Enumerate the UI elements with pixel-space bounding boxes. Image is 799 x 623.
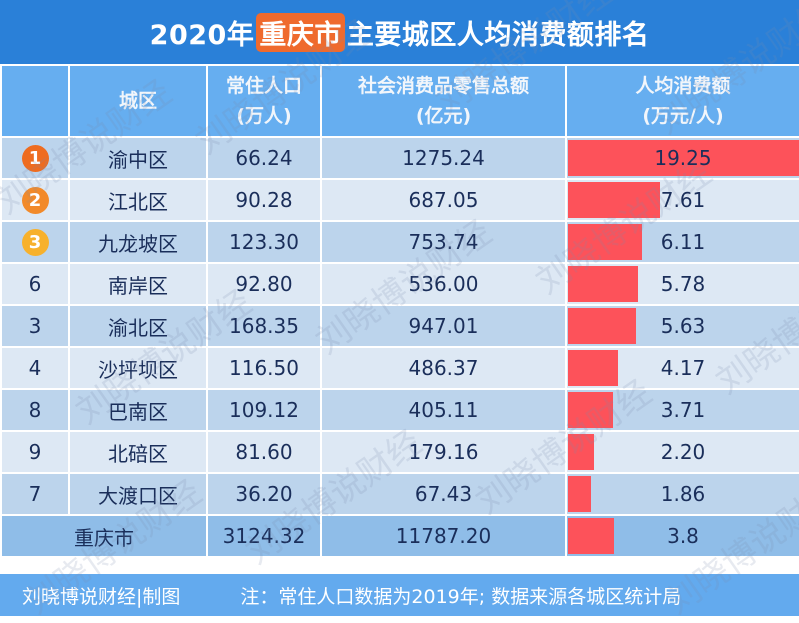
retail-cell: 179.16 xyxy=(320,430,567,474)
per-capita-cell: 2.20 xyxy=(565,430,799,474)
retail-cell: 1275.24 xyxy=(320,136,567,180)
per-capita-cell: 5.63 xyxy=(565,304,799,348)
footer-source: 刘晓博说财经|制图 xyxy=(22,585,181,608)
table-row: 4 沙坪坝区 116.50 486.37 4.17 xyxy=(0,346,799,390)
table-row: 1 渝中区 66.24 1275.24 19.25 xyxy=(0,136,799,180)
per-capita-cell: 1.86 xyxy=(565,472,799,516)
table-row: 8 巴南区 109.12 405.11 3.71 xyxy=(0,388,799,432)
retail-cell: 405.11 xyxy=(320,388,567,432)
retail-cell: 536.00 xyxy=(320,262,567,306)
per-capita-bar xyxy=(568,224,642,260)
district-cell: 渝中区 xyxy=(68,136,208,180)
rank-cell: 2 xyxy=(0,178,70,222)
rank-cell: 1 xyxy=(0,136,70,180)
district-cell: 九龙坡区 xyxy=(68,220,208,264)
table-row: 6 南岸区 92.80 536.00 5.78 xyxy=(0,262,799,306)
table-row: 9 北碚区 81.60 179.16 2.20 xyxy=(0,430,799,474)
footer: 刘晓博说财经|制图 注：常住人口数据为2019年; 数据来源各城区统计局 xyxy=(0,574,799,616)
title-highlight: 重庆市 xyxy=(256,12,345,52)
table-row: 2 江北区 90.28 687.05 7.61 xyxy=(0,178,799,222)
population-cell: 90.28 xyxy=(206,178,322,222)
total-district-cell: 重庆市 xyxy=(0,514,208,558)
per-capita-bar xyxy=(568,518,614,554)
population-cell: 92.80 xyxy=(206,262,322,306)
per-capita-cell: 4.17 xyxy=(565,346,799,390)
district-cell: 南岸区 xyxy=(68,262,208,306)
population-cell: 109.12 xyxy=(206,388,322,432)
header-row: 城区 常住人口 (万人) 社会消费品零售总额 (亿元) 人均消费额 (万元/人) xyxy=(0,64,799,138)
per-capita-bar xyxy=(568,182,660,218)
rank-cell: 3 xyxy=(0,304,70,348)
header-per-capita: 人均消费额 (万元/人) xyxy=(565,64,799,138)
population-cell: 66.24 xyxy=(206,136,322,180)
rank-cell: 7 xyxy=(0,472,70,516)
per-capita-cell: 5.78 xyxy=(565,262,799,306)
header-retail: 社会消费品零售总额 (亿元) xyxy=(320,64,567,138)
per-capita-bar xyxy=(568,140,799,176)
per-capita-bar xyxy=(568,392,613,428)
population-cell: 123.30 xyxy=(206,220,322,264)
population-cell: 168.35 xyxy=(206,304,322,348)
district-cell: 渝北区 xyxy=(68,304,208,348)
per-capita-cell: 6.11 xyxy=(565,220,799,264)
title-prefix: 2020年 xyxy=(149,19,255,51)
per-capita-cell: 19.25 xyxy=(565,136,799,180)
retail-cell: 687.05 xyxy=(320,178,567,222)
district-cell: 北碚区 xyxy=(68,430,208,474)
title-suffix: 主要城区人均消费额排名 xyxy=(346,19,650,51)
per-capita-bar xyxy=(568,266,638,302)
rank-badge-icon: 1 xyxy=(21,144,49,172)
rank-cell: 4 xyxy=(0,346,70,390)
rank-cell: 8 xyxy=(0,388,70,432)
total-retail-cell: 11787.20 xyxy=(320,514,567,558)
per-capita-bar xyxy=(568,434,595,470)
total-population-cell: 3124.32 xyxy=(206,514,322,558)
rank-cell: 3 xyxy=(0,220,70,264)
district-cell: 沙坪坝区 xyxy=(68,346,208,390)
retail-cell: 753.74 xyxy=(320,220,567,264)
retail-cell: 486.37 xyxy=(320,346,567,390)
population-cell: 36.20 xyxy=(206,472,322,516)
per-capita-cell: 3.71 xyxy=(565,388,799,432)
rank-badge-icon: 2 xyxy=(21,186,49,214)
table-row: 3 渝北区 168.35 947.01 5.63 xyxy=(0,304,799,348)
chart-title: 2020年 重庆市 主要城区人均消费额排名 xyxy=(0,0,799,64)
population-cell: 81.60 xyxy=(206,430,322,474)
retail-cell: 67.43 xyxy=(320,472,567,516)
district-cell: 江北区 xyxy=(68,178,208,222)
table-row: 3 九龙坡区 123.30 753.74 6.11 xyxy=(0,220,799,264)
rank-badge-icon: 3 xyxy=(21,228,49,256)
per-capita-bar xyxy=(568,476,591,512)
population-cell: 116.50 xyxy=(206,346,322,390)
district-cell: 大渡口区 xyxy=(68,472,208,516)
per-capita-cell: 7.61 xyxy=(565,178,799,222)
retail-cell: 947.01 xyxy=(320,304,567,348)
total-row: 重庆市 3124.32 11787.20 3.8 xyxy=(0,514,799,558)
per-capita-bar xyxy=(568,350,619,386)
rank-cell: 6 xyxy=(0,262,70,306)
total-per-capita-cell: 3.8 xyxy=(565,514,799,558)
table-row: 7 大渡口区 36.20 67.43 1.86 xyxy=(0,472,799,516)
district-cell: 巴南区 xyxy=(68,388,208,432)
per-capita-bar xyxy=(568,308,636,344)
header-rank xyxy=(0,64,70,138)
rank-cell: 9 xyxy=(0,430,70,474)
footer-note: 注：常住人口数据为2019年; 数据来源各城区统计局 xyxy=(240,585,682,608)
header-district: 城区 xyxy=(68,64,208,138)
header-population: 常住人口 (万人) xyxy=(206,64,322,138)
